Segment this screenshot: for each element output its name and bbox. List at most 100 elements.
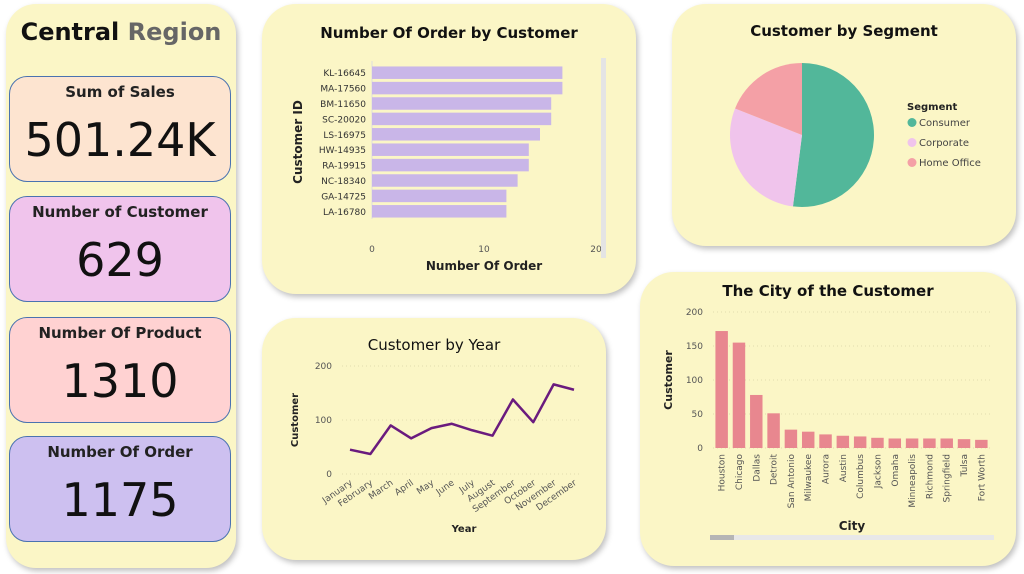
tick-label: LS-16975 <box>323 131 366 141</box>
tick-label: NC-18340 <box>321 177 366 187</box>
bar <box>372 143 529 156</box>
legend-marker <box>907 118 917 127</box>
tick-label: Richmond <box>925 454 935 499</box>
tick-label: Minneapolis <box>908 454 918 508</box>
tick-label: SC-20020 <box>322 115 366 125</box>
tick-label: Chicago <box>735 454 745 491</box>
tick-label: HW-14935 <box>319 146 366 156</box>
tick-label: Jackson <box>873 454 883 489</box>
bar <box>836 435 850 448</box>
tick-label: June <box>434 478 457 498</box>
tick-label: Tulsa <box>960 454 970 478</box>
region-title-accent: Region <box>127 18 222 46</box>
legend-marker <box>907 138 917 147</box>
bar <box>372 128 540 141</box>
segment-panel: Customer by Segment Segment Consumer Corpo… <box>672 4 1016 246</box>
tick-label: Springfield <box>943 454 953 502</box>
kpi-label: Number Of Product <box>38 324 202 342</box>
chart-title: Customer by Year <box>367 336 501 354</box>
tick-label: 0 <box>697 444 703 454</box>
tick-label: Fort Worth <box>977 454 987 501</box>
bar <box>940 438 953 448</box>
tick-label: RA-19915 <box>322 162 366 172</box>
axis-label: Customer <box>662 350 675 410</box>
pie-slice <box>792 63 875 207</box>
kpi-label: Number Of Order <box>47 443 193 461</box>
scrollbar-thumb <box>710 535 734 540</box>
legend-label: Home Office <box>919 158 981 169</box>
tick-label: Aurora <box>822 454 832 484</box>
kpi-panel: Central Region Sum of Sales 501.24K Numb… <box>6 4 236 568</box>
kpi-card-products[interactable]: Number Of Product 1310 <box>9 317 231 423</box>
tick-label: MA-17560 <box>320 85 366 95</box>
city-bar-chart: 0 50 100 150 200 Houston Chicago Dallas Detroit S… <box>662 308 994 540</box>
bar <box>819 434 832 448</box>
tick-label: 150 <box>686 342 703 352</box>
bar <box>784 429 798 448</box>
legend-title: Segment <box>907 102 957 113</box>
kpi-card-orders[interactable]: Number Of Order 1175 <box>9 436 231 542</box>
tick-label: LA-16780 <box>323 208 366 218</box>
kpi-value: 1175 <box>61 473 179 527</box>
bar <box>372 97 552 110</box>
chart-title: Number Of Order by Customer <box>320 24 578 42</box>
bar <box>801 431 815 448</box>
bar <box>750 394 763 448</box>
orders-bar-chart: KL-16645 MA-17560 BM-11650 SC-20020 LS-16975… <box>291 58 606 273</box>
kpi-label: Number of Customer <box>32 203 208 221</box>
tick-label: Detroit <box>770 454 780 486</box>
legend-label: Corporate <box>919 138 969 149</box>
axis-label: Number Of Order <box>426 259 542 273</box>
tick-label: Austin <box>839 454 849 482</box>
bar <box>957 439 971 448</box>
tick-label: BM-11650 <box>320 100 366 110</box>
tick-label: 0 <box>326 470 332 480</box>
bar <box>372 174 518 187</box>
tick-label: 10 <box>478 245 490 255</box>
tick-label: 200 <box>315 362 332 372</box>
kpi-value: 1310 <box>61 354 179 408</box>
kpi-value: 501.24K <box>24 113 216 167</box>
region-title: Central Region <box>6 18 236 46</box>
axis-label: Customer <box>290 393 301 447</box>
bar <box>905 438 919 448</box>
axis-label: Year <box>451 524 477 535</box>
pie-slice <box>730 108 802 207</box>
bar <box>975 439 988 448</box>
tick-label: 100 <box>315 416 332 426</box>
kpi-card-sales[interactable]: Sum of Sales 501.24K <box>9 76 231 182</box>
bar <box>715 331 728 448</box>
tick-label: 200 <box>686 308 703 318</box>
bar <box>923 438 936 448</box>
tick-label: GA-14725 <box>321 192 366 202</box>
city-panel: The City of the Customer 0 50 100 150 200 Hou… <box>640 272 1016 566</box>
tick-label: San Antonio <box>787 454 797 509</box>
chart-title: Customer by Segment <box>750 22 938 40</box>
tick-label: 50 <box>692 410 704 420</box>
bar <box>372 112 552 126</box>
bar <box>732 342 746 448</box>
tick-label: Milwaukee <box>804 454 814 502</box>
bar <box>767 413 780 448</box>
scrollbar-track <box>710 535 994 540</box>
legend-label: Consumer <box>919 118 971 129</box>
series-line <box>349 383 575 456</box>
bar <box>871 437 884 448</box>
bar <box>372 81 563 95</box>
axis-label: Customer ID <box>291 100 305 184</box>
tick-label: April <box>393 478 416 498</box>
chart-title: The City of the Customer <box>722 282 934 300</box>
bar <box>853 436 867 448</box>
tick-label: 0 <box>369 245 375 255</box>
tick-label: Houston <box>718 454 728 491</box>
tick-label: KL-16645 <box>323 69 366 79</box>
tick-label: 20 <box>590 245 602 255</box>
segment-pie-chart: Segment Consumer Corporate Home Office <box>730 63 981 207</box>
tick-label: Columbus <box>856 454 866 499</box>
scrollbar-track <box>601 58 606 258</box>
kpi-card-customers[interactable]: Number of Customer 629 <box>9 196 231 302</box>
legend-marker <box>907 158 917 167</box>
bar <box>372 158 529 172</box>
year-panel: Customer by Year 0 100 200 January February M… <box>262 318 606 560</box>
